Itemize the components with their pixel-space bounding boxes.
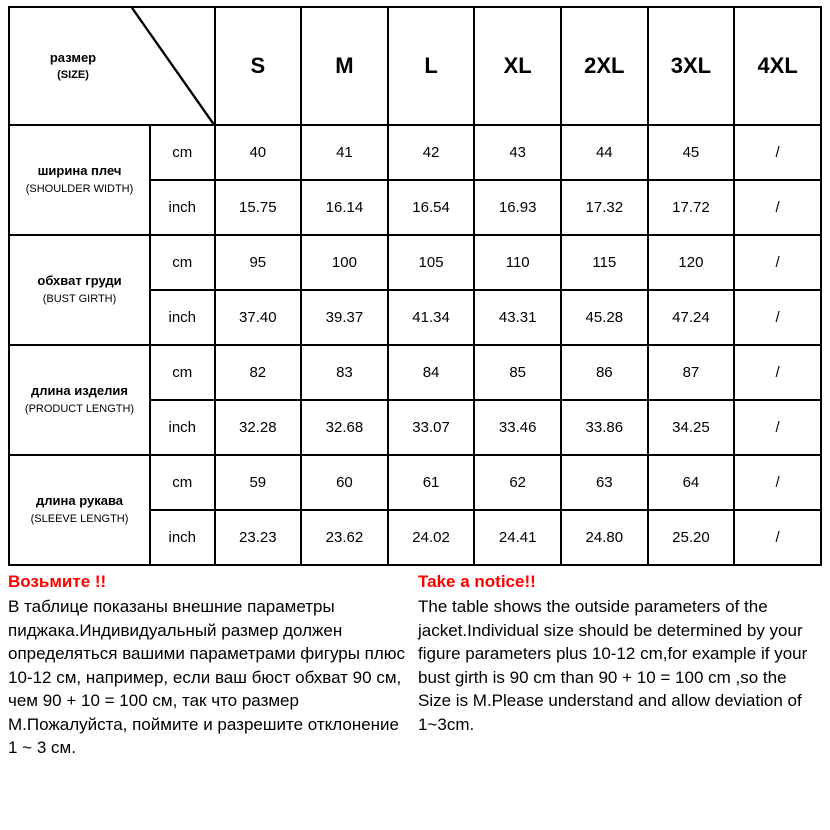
table-row: длина изделия(PRODUCT LENGTH)cm828384858… (9, 345, 821, 400)
value-cell: 115 (561, 235, 648, 290)
value-cell: 100 (301, 235, 388, 290)
notice-left: Возьмите !! В таблице показаны внешние п… (8, 570, 412, 760)
value-cell: 16.14 (301, 180, 388, 235)
measurement-name-ru: длина изделия (31, 383, 128, 398)
value-cell: 33.07 (388, 400, 475, 455)
notice-block: Возьмите !! В таблице показаны внешние п… (8, 566, 822, 760)
measurement-name: длина рукава (SLEEVE LENGTH) (9, 455, 150, 565)
unit-cm: cm (150, 345, 214, 400)
measurement-name-en: (BUST GIRTH) (43, 293, 117, 305)
value-cell: 82 (215, 345, 302, 400)
notice-right: Take a notice!! The table shows the outs… (418, 570, 822, 760)
value-cell: 17.32 (561, 180, 648, 235)
value-cell: 24.02 (388, 510, 475, 565)
value-cell: / (734, 290, 821, 345)
value-cell: 17.72 (648, 180, 735, 235)
value-cell: 43 (474, 125, 561, 180)
table-row: длина рукава(SLEEVE LENGTH)cm59606162636… (9, 455, 821, 510)
value-cell: 45.28 (561, 290, 648, 345)
value-cell: 84 (388, 345, 475, 400)
value-cell: 85 (474, 345, 561, 400)
value-cell: 60 (301, 455, 388, 510)
value-cell: 83 (301, 345, 388, 400)
value-cell: 41 (301, 125, 388, 180)
size-S: S (215, 7, 302, 125)
value-cell: 62 (474, 455, 561, 510)
measurement-name-en: (SLEEVE LENGTH) (31, 513, 129, 525)
unit-cm: cm (150, 235, 214, 290)
value-cell: 32.28 (215, 400, 302, 455)
value-cell: 16.93 (474, 180, 561, 235)
value-cell: / (734, 510, 821, 565)
size-chart-table: размер (SIZE) S M L XL 2XL 3XL 4XL ширин… (8, 6, 822, 566)
unit-inch: inch (150, 400, 214, 455)
measurement-name: ширина плеч (SHOULDER WIDTH) (9, 125, 150, 235)
value-cell: 61 (388, 455, 475, 510)
notice-right-body: The table shows the outside parameters o… (418, 595, 822, 736)
value-cell: 42 (388, 125, 475, 180)
value-cell: 37.40 (215, 290, 302, 345)
value-cell: 33.46 (474, 400, 561, 455)
value-cell: 110 (474, 235, 561, 290)
value-cell: 40 (215, 125, 302, 180)
value-cell: / (734, 235, 821, 290)
value-cell: 25.20 (648, 510, 735, 565)
value-cell: 95 (215, 235, 302, 290)
unit-inch: inch (150, 510, 214, 565)
size-2XL: 2XL (561, 7, 648, 125)
value-cell: 120 (648, 235, 735, 290)
value-cell: 43.31 (474, 290, 561, 345)
diagonal-line-icon (10, 8, 214, 124)
measurement-name-ru: длина рукава (36, 493, 123, 508)
header-row: размер (SIZE) S M L XL 2XL 3XL 4XL (9, 7, 821, 125)
value-cell: 41.34 (388, 290, 475, 345)
value-cell: / (734, 455, 821, 510)
value-cell: 24.80 (561, 510, 648, 565)
notice-left-body: В таблице показаны внешние параметры пид… (8, 595, 412, 759)
value-cell: 33.86 (561, 400, 648, 455)
notice-right-title: Take a notice!! (418, 570, 822, 593)
value-cell: 15.75 (215, 180, 302, 235)
measurement-name-en: (SHOULDER WIDTH) (26, 183, 134, 195)
value-cell: 47.24 (648, 290, 735, 345)
value-cell: 86 (561, 345, 648, 400)
value-cell: 32.68 (301, 400, 388, 455)
size-L: L (388, 7, 475, 125)
value-cell: 45 (648, 125, 735, 180)
value-cell: 63 (561, 455, 648, 510)
notice-left-title: Возьмите !! (8, 570, 412, 593)
size-M: M (301, 7, 388, 125)
value-cell: 39.37 (301, 290, 388, 345)
size-XL: XL (474, 7, 561, 125)
value-cell: 24.41 (474, 510, 561, 565)
value-cell: / (734, 180, 821, 235)
unit-cm: cm (150, 125, 214, 180)
value-cell: / (734, 125, 821, 180)
value-cell: 23.23 (215, 510, 302, 565)
measurement-name-ru: обхват груди (37, 273, 121, 288)
table-row: ширина плеч(SHOULDER WIDTH)cm40414243444… (9, 125, 821, 180)
measurement-name: длина изделия (PRODUCT LENGTH) (9, 345, 150, 455)
value-cell: 64 (648, 455, 735, 510)
size-3XL: 3XL (648, 7, 735, 125)
value-cell: 23.62 (301, 510, 388, 565)
value-cell: / (734, 345, 821, 400)
table-row: обхват груди(BUST GIRTH)cm95100105110115… (9, 235, 821, 290)
value-cell: 59 (215, 455, 302, 510)
value-cell: 44 (561, 125, 648, 180)
measurement-name-en: (PRODUCT LENGTH) (25, 403, 134, 415)
unit-inch: inch (150, 180, 214, 235)
header-size-cell: размер (SIZE) (9, 7, 215, 125)
measurement-name: обхват груди (BUST GIRTH) (9, 235, 150, 345)
unit-cm: cm (150, 455, 214, 510)
value-cell: 105 (388, 235, 475, 290)
value-cell: / (734, 400, 821, 455)
value-cell: 34.25 (648, 400, 735, 455)
value-cell: 87 (648, 345, 735, 400)
measurement-name-ru: ширина плеч (38, 163, 122, 178)
unit-inch: inch (150, 290, 214, 345)
size-4XL: 4XL (734, 7, 821, 125)
value-cell: 16.54 (388, 180, 475, 235)
